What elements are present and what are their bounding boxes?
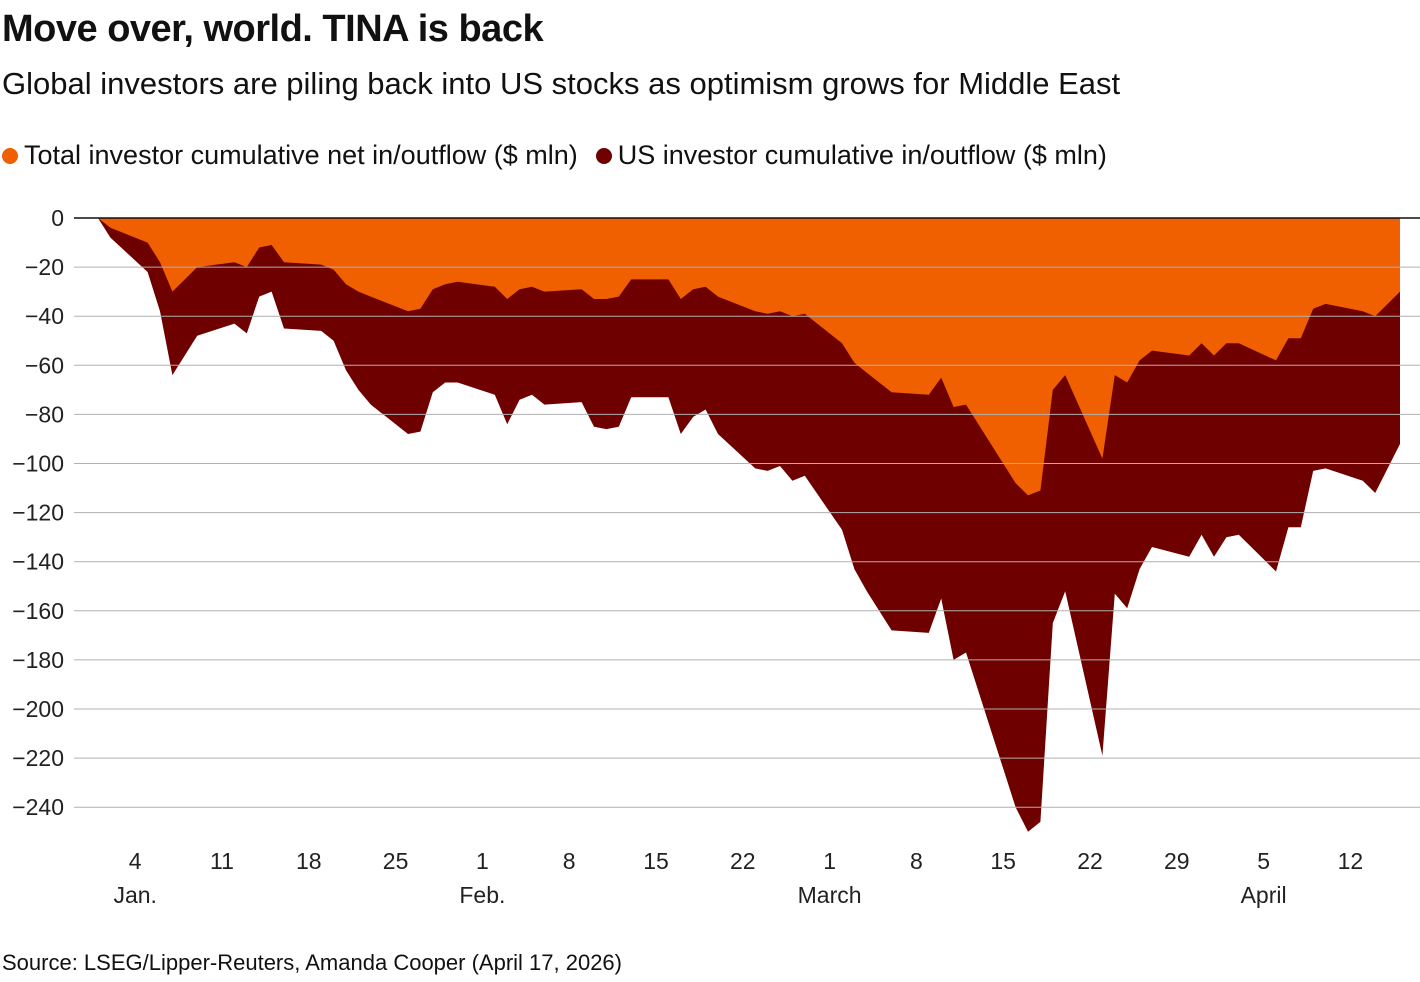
x-tick-label: 4	[129, 848, 142, 874]
y-axis: 0 −20 −40 −60 −80 −100 −120 −140 −160 −180 −200 −22…	[12, 205, 64, 820]
x-tick-label: 8	[910, 848, 923, 874]
y-tick-label: −160	[12, 598, 64, 624]
legend-label-total: Total investor cumulative net in/outflow…	[24, 140, 578, 170]
x-tick-label: 25	[383, 848, 409, 874]
area-layer	[98, 218, 1400, 832]
y-tick-label: −60	[25, 352, 64, 378]
y-tick-label: 0	[51, 205, 64, 231]
x-month-label: Jan.	[113, 882, 156, 908]
x-tick-label: 5	[1257, 848, 1270, 874]
legend-label-us: US investor cumulative in/outflow ($ mln…	[617, 140, 1107, 170]
x-tick-label: 15	[643, 848, 669, 874]
y-tick-label: −220	[12, 745, 64, 771]
area-chart: 0 −20 −40 −60 −80 −100 −120 −140 −160 −180 −200 −22…	[12, 205, 1420, 908]
x-tick-label: 22	[1077, 848, 1103, 874]
legend-dot-total-icon	[2, 147, 18, 164]
legend-dot-us-icon	[595, 147, 612, 164]
x-tick-label: 11	[210, 848, 234, 874]
x-tick-label: 1	[823, 848, 836, 874]
y-tick-label: −80	[25, 401, 64, 427]
x-month-label: Feb.	[459, 882, 505, 908]
y-tick-label: −180	[12, 647, 64, 673]
legend: Total investor cumulative net in/outflow…	[2, 140, 1125, 171]
y-tick-label: −100	[12, 451, 64, 477]
source-note: Source: LSEG/Lipper-Reuters, Amanda Coop…	[2, 950, 622, 975]
legend-item-total: Total investor cumulative net in/outflow…	[2, 140, 578, 171]
gridlines	[74, 217, 1420, 808]
y-tick-label: −200	[12, 696, 64, 722]
legend-item-us: US investor cumulative in/outflow ($ mln…	[595, 140, 1107, 171]
y-tick-label: −120	[12, 500, 64, 526]
y-tick-label: −140	[12, 549, 64, 575]
x-axis: 4 Jan. 11 18 25 1 Feb. 8 15 22 1 March 8 15 22 29 5 April…	[113, 848, 1363, 908]
x-tick-label: 8	[563, 848, 576, 874]
x-tick-label: 22	[730, 848, 756, 874]
x-tick-label: 1	[476, 848, 489, 874]
area-total-investor	[98, 218, 1400, 496]
y-tick-label: −20	[25, 254, 64, 280]
chart-subtitle: Global investors are piling back into US…	[2, 66, 1121, 101]
x-tick-label: 15	[990, 848, 1016, 874]
x-tick-label: 12	[1338, 848, 1364, 874]
x-month-label: April	[1241, 882, 1287, 908]
y-tick-label: −40	[25, 303, 64, 329]
x-tick-label: 29	[1164, 848, 1190, 874]
y-tick-label: −240	[12, 794, 64, 820]
x-month-label: March	[798, 882, 862, 908]
chart-title: Move over, world. TINA is back	[2, 8, 544, 50]
x-tick-label: 18	[296, 848, 322, 874]
